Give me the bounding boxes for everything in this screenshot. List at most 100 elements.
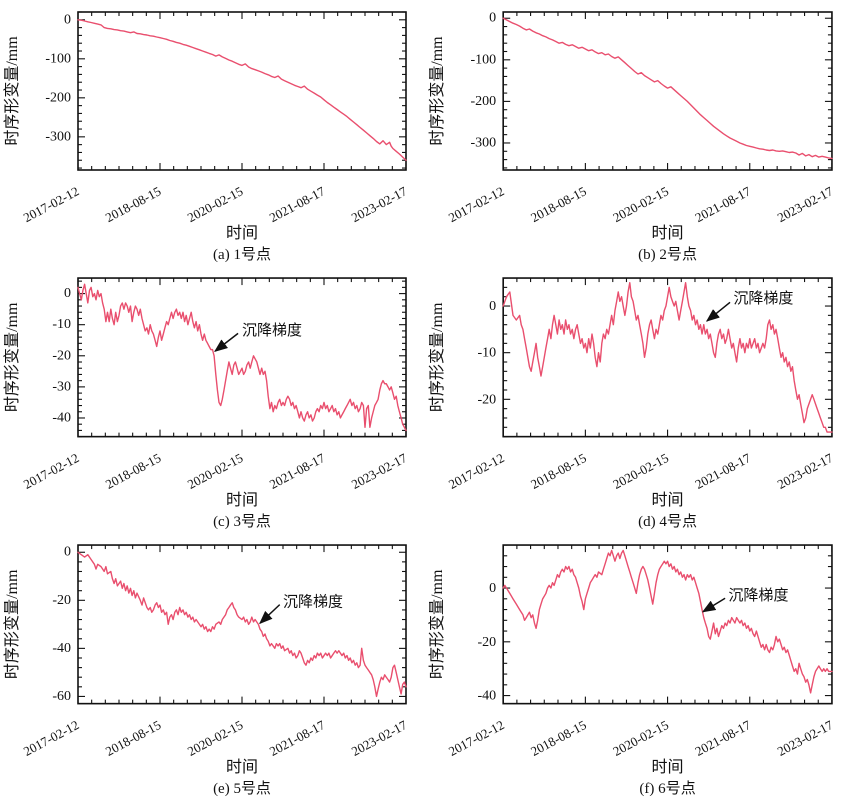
x-tick-label: 2017-02-12: [446, 717, 507, 759]
x-tick-label: 2020-02-15: [185, 450, 246, 492]
panel-c: 0 -10 -20 -30 -40 2017-02-12 2018-08-15 2020-02…: [0, 266, 425, 533]
x-tick-label: 2023-02-17: [349, 717, 410, 759]
x-tick-label: 2020-02-15: [610, 717, 671, 759]
y-tick-label: -20: [52, 348, 71, 363]
x-tick-label: 2018-08-15: [103, 450, 164, 492]
x-tick-label: 2018-08-15: [103, 717, 164, 759]
x-tick-label: 2020-02-15: [610, 450, 671, 492]
panel-f: 0 -20 -40 2017-02-12 2018-08-15 2020-02-15 202…: [425, 533, 851, 800]
panel-caption: (b) 2号点: [638, 246, 697, 263]
x-tick-label: 2018-08-15: [528, 183, 589, 225]
x-tick-label: 2018-08-15: [528, 450, 589, 492]
plot-box: [77, 277, 407, 438]
x-axis-label: 时间: [226, 491, 258, 509]
y-tick-label: -20: [477, 634, 496, 650]
x-tick-label: 2017-02-12: [21, 717, 82, 759]
chart-canvas-c: 0 -10 -20 -30 -40 2017-02-12 2018-08-15 2020-02…: [3, 277, 410, 530]
plot-box: [77, 11, 407, 171]
annotation-arrow: [214, 332, 239, 352]
annotation-arrow: [705, 301, 731, 322]
axis-ticks: [77, 545, 407, 704]
x-tick-label: 2020-02-15: [610, 183, 671, 225]
chart-canvas-a: 0 -100 -200 -300 2017-02-12 2018-08-15 2020-02…: [3, 11, 410, 263]
y-tick-label: 0: [64, 286, 71, 301]
x-axis-label: 时间: [652, 758, 684, 776]
y-tick-label: -20: [52, 593, 71, 608]
y-tick-label: -60: [52, 689, 71, 704]
y-axis-label: 时序形变量/mm: [428, 36, 446, 146]
x-axis-label: 时间: [226, 758, 258, 776]
y-tick-label: -200: [470, 94, 496, 109]
x-tick-label: 2023-02-17: [775, 450, 836, 492]
x-tick-label: 2023-02-17: [349, 183, 410, 225]
series-line: [77, 283, 407, 432]
x-tick-label: 2021-08-17: [693, 450, 754, 492]
x-tick-label: 2018-08-15: [103, 183, 164, 225]
y-tick-label: 0: [489, 298, 496, 314]
annotation-label: 沉降梯度: [242, 322, 302, 339]
panel-caption: (d) 4号点: [638, 513, 697, 530]
x-tick-label: 2021-08-17: [267, 717, 328, 759]
annotation-arrow: [701, 597, 726, 613]
annotation-label: 沉降梯度: [733, 290, 793, 307]
x-tick-label: 2017-02-12: [446, 450, 507, 492]
y-tick-label: -100: [45, 51, 71, 66]
panel-b: 0 -100 -200 -300 2017-02-12 2018-08-15 2020-02…: [425, 0, 851, 266]
panel-e: 0 -20 -40 -60 2017-02-12 2018-08-15 2020-02-15…: [0, 533, 425, 800]
x-tick-label: 2017-02-12: [21, 183, 82, 225]
y-axis-label: 时序形变量/mm: [3, 36, 21, 146]
y-tick-label: -100: [470, 52, 496, 67]
x-tick-label: 2018-08-15: [528, 717, 589, 759]
x-tick-label: 2017-02-12: [446, 183, 507, 225]
chart-canvas-f: 0 -20 -40 2017-02-12 2018-08-15 2020-02-15 202…: [428, 544, 836, 797]
y-axis-label: 时序形变量/mm: [3, 569, 21, 679]
panel-caption: (c) 3号点: [213, 513, 271, 530]
y-tick-label: -20: [477, 391, 496, 407]
x-tick-label: 2023-02-17: [775, 717, 836, 759]
x-axis-label: 时间: [652, 224, 684, 242]
chart-canvas-d: 0 -10 -20 2017-02-12 2018-08-15 2020-02-15 202…: [428, 277, 836, 530]
y-tick-label: 0: [489, 11, 496, 26]
x-axis-label: 时间: [652, 491, 684, 509]
x-axis-label: 时间: [226, 224, 258, 242]
y-tick-label: -40: [52, 410, 71, 425]
plot-box: [77, 544, 407, 705]
chart-canvas-e: 0 -20 -40 -60 2017-02-12 2018-08-15 2020-02-15…: [3, 544, 410, 797]
plot-box: [502, 11, 833, 171]
axis-ticks: [77, 11, 407, 170]
annotation-label: 沉降梯度: [283, 594, 343, 611]
y-tick-label: -40: [477, 688, 496, 704]
y-tick-label: -40: [52, 641, 71, 656]
x-tick-label: 2021-08-17: [267, 450, 328, 492]
x-tick-label: 2023-02-17: [775, 183, 836, 225]
series-line: [502, 549, 833, 694]
x-tick-label: 2017-02-12: [21, 450, 82, 492]
annotation-label: 沉降梯度: [728, 587, 788, 604]
series-line: [502, 281, 833, 433]
panel-caption: (e) 5号点: [213, 780, 271, 797]
annotation-arrow: [259, 604, 281, 625]
chart-canvas-b: 0 -100 -200 -300 2017-02-12 2018-08-15 2020-02…: [428, 11, 836, 263]
panel-a: 0 -100 -200 -300 2017-02-12 2018-08-15 2020-02…: [0, 0, 425, 266]
y-tick-label: -300: [470, 135, 496, 150]
y-axis-label: 时序形变量/mm: [428, 302, 446, 412]
axis-ticks: [502, 277, 833, 438]
y-tick-label: 0: [489, 580, 496, 596]
y-tick-label: 0: [64, 12, 71, 27]
y-axis-label: 时序形变量/mm: [3, 302, 21, 412]
axis-ticks: [502, 544, 833, 704]
x-tick-label: 2021-08-17: [692, 183, 753, 225]
series-line: [77, 19, 407, 161]
y-tick-label: -30: [52, 379, 71, 394]
panel-caption: (f) 6号点: [639, 780, 695, 797]
x-tick-label: 2020-02-15: [185, 717, 246, 759]
panel-caption: (a) 1号点: [213, 246, 271, 263]
axis-ticks: [77, 278, 407, 438]
y-tick-label: -200: [45, 90, 71, 105]
x-tick-label: 2023-02-17: [349, 450, 410, 492]
series-line: [77, 551, 407, 698]
panel-d: 0 -10 -20 2017-02-12 2018-08-15 2020-02-15 202…: [425, 266, 851, 533]
x-tick-label: 2020-02-15: [185, 183, 246, 225]
